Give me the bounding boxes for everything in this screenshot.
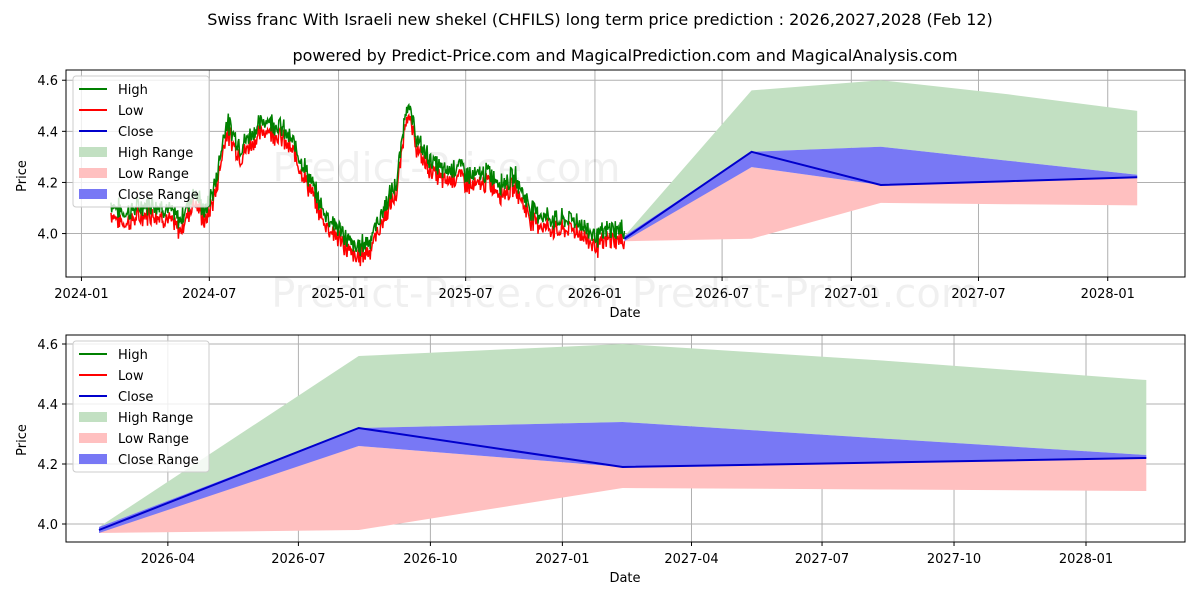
legend-label: High Range xyxy=(118,146,193,161)
low-range-band xyxy=(624,167,1138,242)
x-tick-label: 2025-01 xyxy=(311,287,365,302)
y-tick-label: 4.2 xyxy=(37,176,58,191)
x-tick-label: 2027-10 xyxy=(927,552,981,567)
y-tick-label: 4.6 xyxy=(37,74,58,89)
x-tick-label: 2026-04 xyxy=(141,552,195,567)
y-tick-label: 4.4 xyxy=(37,398,58,413)
legend-swatch-patch xyxy=(79,433,107,443)
legend-label: Close xyxy=(118,125,153,140)
x-tick-label: 2026-07 xyxy=(271,552,325,567)
close-range-band xyxy=(99,422,1147,533)
x-tick-label: 2027-01 xyxy=(824,287,878,302)
x-tick-label: 2027-04 xyxy=(664,552,718,567)
x-tick-label: 2024-01 xyxy=(54,287,108,302)
x-tick-label: 2027-01 xyxy=(535,552,589,567)
legend-label: High Range xyxy=(118,411,193,426)
x-tick-label: 2026-07 xyxy=(695,287,749,302)
x-tick-label: 2026-01 xyxy=(568,287,622,302)
x-tick-label: 2028-01 xyxy=(1059,552,1113,567)
plot-frame xyxy=(65,69,1186,278)
y-tick-label: 4.0 xyxy=(37,518,58,533)
legend-swatch-patch xyxy=(79,147,107,157)
legend-swatch-patch xyxy=(79,454,107,464)
legend-label: Low Range xyxy=(118,432,189,447)
legend-swatch-patch xyxy=(79,168,107,178)
y-tick-label: 4.6 xyxy=(37,338,58,353)
high-range-band xyxy=(624,80,1138,237)
legend-label: High xyxy=(118,348,148,363)
watermark-text: Predict-Price.com Predict-Price.com xyxy=(271,271,980,317)
legend: High Low Close High Range Low Range Close Ran… xyxy=(72,75,210,208)
legend-label: Low Range xyxy=(118,167,189,182)
legend-swatch-patch xyxy=(79,189,107,199)
legend-swatch-patch xyxy=(79,412,107,422)
plot-frame xyxy=(65,334,1186,543)
legend-label: Close xyxy=(118,390,153,405)
high-range-band xyxy=(99,344,1147,527)
y-tick-label: 4.2 xyxy=(37,458,58,473)
x-tick-label: 2027-07 xyxy=(951,287,1005,302)
x-tick-label: 2024-07 xyxy=(182,287,236,302)
legend-label: Low xyxy=(118,369,144,384)
chart-title: Swiss franc With Israeli new shekel (CHF… xyxy=(207,10,993,29)
close-series-line xyxy=(623,150,1138,240)
y-tick-label: 4.4 xyxy=(37,125,58,140)
x-tick-label: 2027-07 xyxy=(795,552,849,567)
close-range-band xyxy=(624,146,1138,242)
chart-subtitle: powered by Predict-Price.com and Magical… xyxy=(292,46,957,65)
y-axis-label-top: Price xyxy=(15,160,30,192)
x-tick-label: 2026-10 xyxy=(403,552,457,567)
low-range-band xyxy=(99,446,1147,533)
legend-label: Low xyxy=(118,104,144,119)
x-axis-label-top: Date xyxy=(609,306,640,321)
y-tick-label: 4.0 xyxy=(37,228,58,243)
close-series-line xyxy=(98,426,1147,531)
x-tick-label: 2025-07 xyxy=(439,287,493,302)
legend-label: High xyxy=(118,83,148,98)
x-tick-label: 2028-01 xyxy=(1081,287,1135,302)
legend-label: Close Range xyxy=(118,188,199,203)
legend: High Low Close High Range Low Range Close Ran… xyxy=(72,340,210,473)
x-axis-label-bottom: Date xyxy=(609,571,640,586)
y-axis-label-bottom: Price xyxy=(15,424,30,456)
legend-label: Close Range xyxy=(118,453,199,468)
